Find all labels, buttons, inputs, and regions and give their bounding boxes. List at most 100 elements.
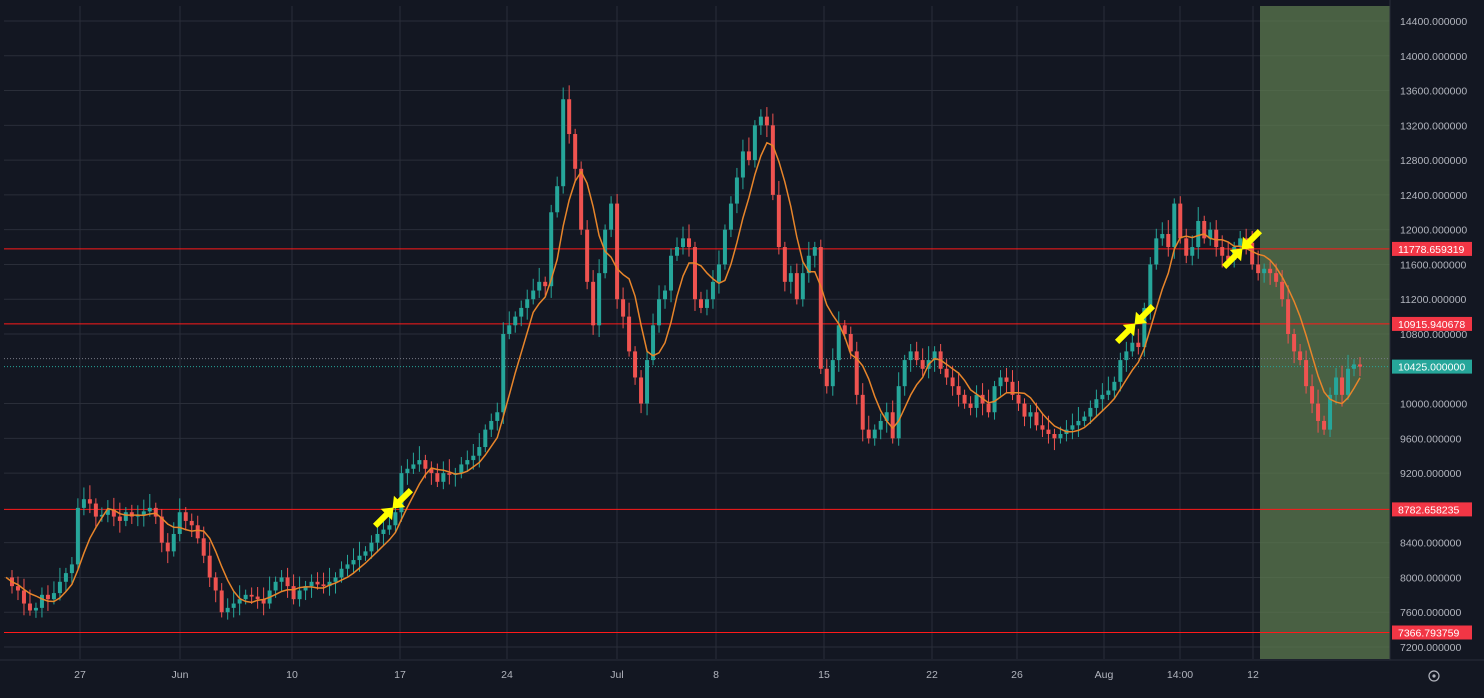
candle-body [734, 177, 739, 204]
level-price-label: 10915.940678 [1398, 319, 1465, 331]
yellow-arrow-icon [1134, 303, 1156, 325]
arrow-shape [372, 507, 394, 529]
candle-body [1028, 412, 1033, 417]
candle-body [740, 151, 745, 178]
candle-body [423, 460, 428, 469]
candle-body [842, 325, 847, 334]
y-tick-label: 9200.000000 [1400, 468, 1461, 480]
candle-body [896, 386, 901, 439]
candle-body [1094, 399, 1099, 408]
candle-body [501, 334, 506, 413]
candle-body [321, 584, 326, 587]
candle-body [950, 377, 955, 387]
candle-body [758, 116, 763, 126]
candle-body [986, 403, 991, 413]
candle-body [698, 299, 703, 308]
candle-body [585, 229, 590, 282]
candle-body [477, 447, 482, 456]
candle-body [171, 533, 176, 552]
x-tick-label: Aug [1095, 669, 1114, 681]
candle-body [1190, 247, 1195, 256]
candle-body [932, 351, 937, 361]
candle-body [387, 525, 392, 530]
y-tick-label: 12800.000000 [1400, 155, 1467, 167]
y-tick-label: 13200.000000 [1400, 120, 1467, 132]
candle-body [237, 599, 242, 604]
candle-body [189, 520, 194, 526]
y-tick-label: 13600.000000 [1400, 86, 1467, 98]
y-axis[interactable]: 14400.000000 14000.000000 13600.000000 1320… [1400, 16, 1467, 654]
candle-body [998, 377, 1003, 387]
settings-icon[interactable] [1428, 670, 1440, 682]
candle-body [1022, 403, 1027, 417]
candle-body [1268, 268, 1273, 274]
candle-body [279, 577, 284, 582]
candle-body [81, 499, 86, 508]
level-price-tag [1392, 316, 1472, 331]
candle-body [788, 273, 793, 282]
x-tick-label: 26 [1011, 669, 1023, 681]
candle-body [830, 360, 835, 387]
candle-body [746, 151, 751, 161]
candle-body [722, 229, 727, 265]
candle-body [770, 125, 775, 195]
candle-body [63, 573, 68, 582]
y-tick-label: 7200.000000 [1400, 642, 1461, 654]
x-axis[interactable]: 27 Jun 10 17 24 Jul 8 15 22 26 Aug 14:00 12 [74, 669, 1259, 681]
candle-body [1136, 342, 1141, 348]
candle-body [704, 299, 709, 308]
y-tick-label: 14000.000000 [1400, 51, 1467, 63]
y-tick-label: 11200.000000 [1400, 294, 1467, 306]
candle-body [333, 577, 338, 582]
candle-body [1322, 420, 1327, 430]
candle-body [1310, 386, 1315, 404]
candle-body [1220, 247, 1225, 256]
horizontal-levels: 11778.659319 10915.940678 8782.658235 7366.… [4, 241, 1472, 640]
candle-body [549, 212, 554, 287]
candle-body [309, 581, 314, 587]
candle-body [1226, 255, 1231, 261]
x-tick-label: Jul [610, 669, 623, 681]
candle-body [75, 507, 80, 565]
candle-body [1256, 264, 1261, 274]
candle-body [597, 273, 602, 326]
candle-body [99, 514, 104, 517]
candle-body [1334, 377, 1339, 395]
candle-body [1346, 368, 1351, 395]
candle-body [920, 360, 925, 369]
candle-body [435, 473, 440, 482]
candle-body [459, 464, 464, 474]
level-price-label: 7366.793759 [1398, 627, 1459, 639]
yellow-arrow-icon [1114, 323, 1136, 345]
candle-body [105, 509, 110, 515]
candle-body [794, 273, 799, 300]
candle-body [992, 386, 997, 413]
candle-body [848, 334, 853, 352]
y-tick-label: 11600.000000 [1400, 259, 1467, 271]
candle-body [1328, 394, 1333, 430]
candle-body [429, 468, 434, 474]
arrow-shape [1114, 323, 1136, 345]
arrow-shape [392, 487, 414, 509]
highlight-zone [1260, 6, 1390, 659]
candle-body [1112, 381, 1117, 391]
candle-body [1076, 420, 1081, 426]
candle-body [339, 568, 344, 578]
candle-body [1166, 234, 1171, 248]
candle-body [621, 299, 626, 317]
candle-body [123, 512, 128, 521]
candle-body [1298, 351, 1303, 361]
level-price-tag [1392, 241, 1472, 256]
candle-body [249, 594, 254, 597]
candle-body [27, 603, 32, 611]
candle-body [363, 551, 368, 556]
candle-body [968, 403, 973, 408]
candle-body [117, 516, 122, 521]
candle-body [465, 460, 470, 465]
x-tick-label: 15 [818, 669, 830, 681]
x-tick-label: 8 [713, 669, 719, 681]
candle-body [489, 420, 494, 430]
candle-body [1154, 238, 1159, 265]
